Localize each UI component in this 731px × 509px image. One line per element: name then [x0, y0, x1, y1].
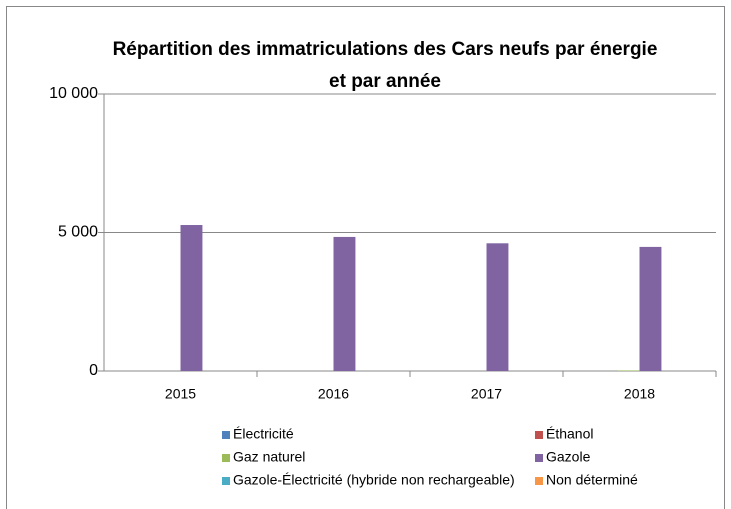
chart-title: Répartition des immatriculations des Car…: [112, 39, 658, 92]
bar: [180, 225, 203, 371]
y-tick-label: 10 000: [49, 85, 98, 102]
y-tick-label: 0: [89, 362, 98, 379]
x-tick-label: 2017: [471, 386, 502, 402]
x-tick-label: 2016: [318, 386, 349, 402]
legend-label: Électricité: [233, 426, 294, 442]
x-tick-label: 2018: [624, 386, 655, 402]
legend-swatch: [535, 431, 543, 439]
bar: [617, 370, 640, 371]
legend-label: Gaz naturel: [233, 449, 305, 465]
bar: [333, 236, 356, 371]
bar: [486, 243, 509, 371]
legend-label: Gazole-Électricité (hybride non recharge…: [233, 472, 515, 488]
x-tick-label: 2015: [165, 386, 196, 402]
legend-label: Non déterminé: [546, 472, 638, 488]
legend-label: Éthanol: [546, 426, 593, 442]
chart-frame: [6, 6, 725, 509]
y-tick-label: 5 000: [58, 224, 98, 241]
legend-swatch: [535, 454, 543, 462]
legend-swatch: [222, 477, 230, 485]
bar: [639, 246, 662, 371]
legend-label: Gazole: [546, 449, 591, 465]
legend-swatch: [535, 477, 543, 485]
legend-swatch: [222, 431, 230, 439]
legend-swatch: [222, 454, 230, 462]
